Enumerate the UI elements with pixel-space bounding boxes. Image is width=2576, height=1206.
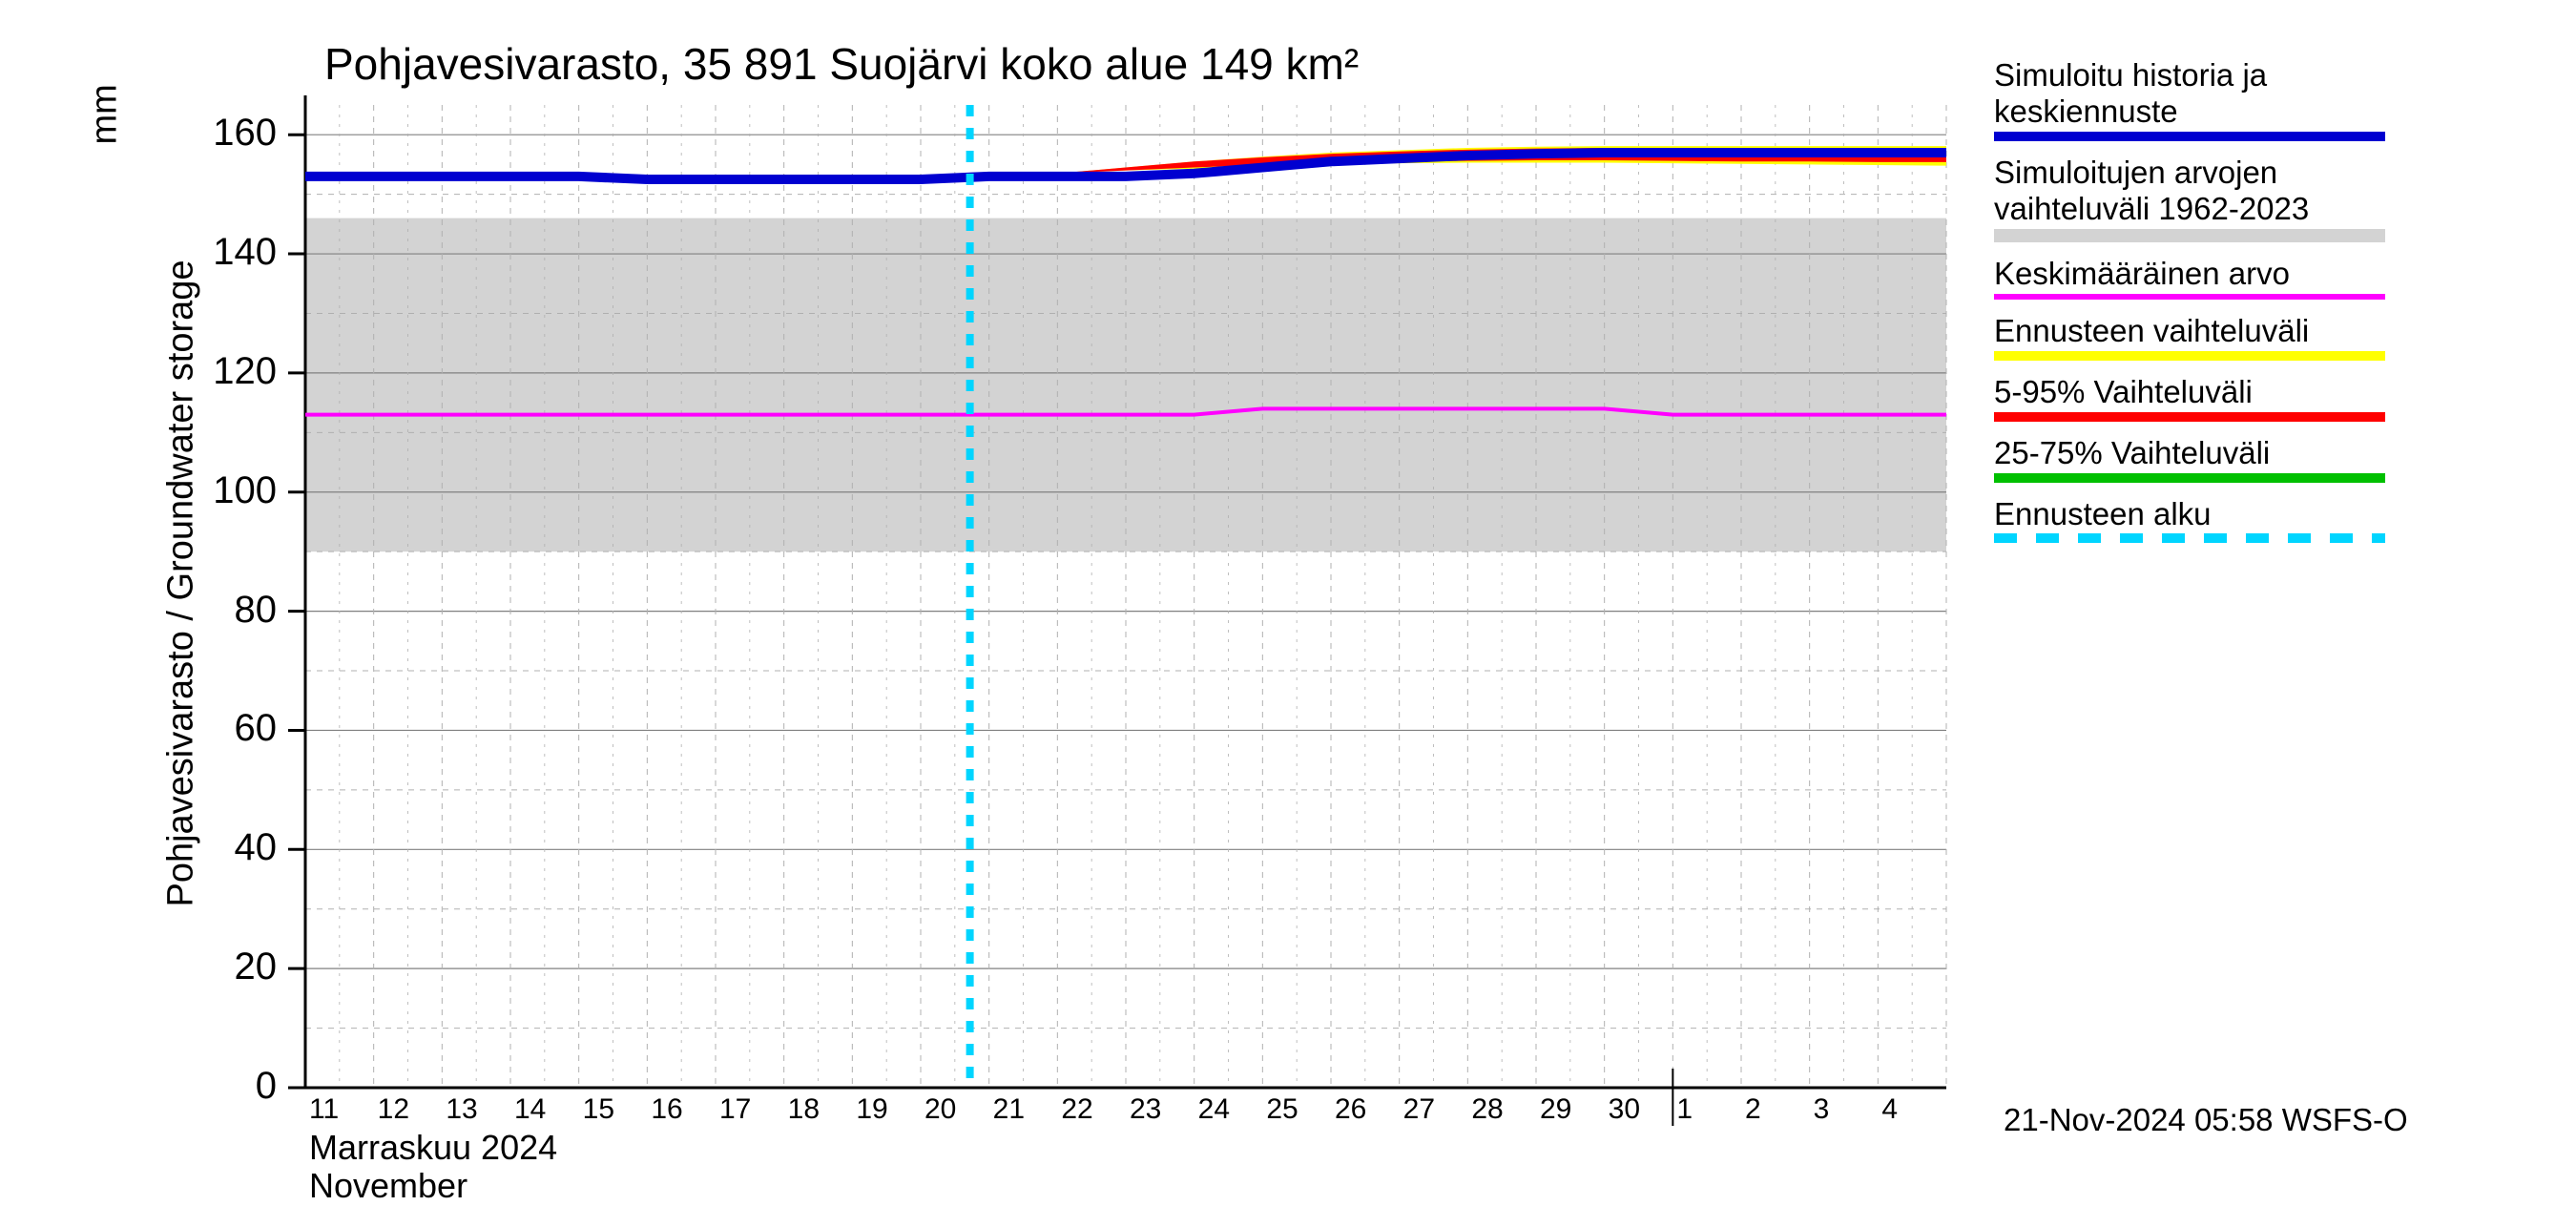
- x-tick-label: 1: [1676, 1093, 1693, 1126]
- x-tick-label: 23: [1130, 1093, 1161, 1126]
- x-tick-label: 13: [446, 1093, 477, 1126]
- y-tick-label: 40: [200, 826, 277, 869]
- x-tick-label: 26: [1335, 1093, 1366, 1126]
- footer-timestamp: 21-Nov-2024 05:58 WSFS-O: [2004, 1102, 2408, 1138]
- x-tick-label: 3: [1814, 1093, 1830, 1126]
- legend-label: Simuloitujen arvojen vaihteluväli 1962-2…: [1994, 155, 2385, 227]
- x-tick-label: 4: [1881, 1093, 1898, 1126]
- x-tick-label: 30: [1609, 1093, 1640, 1126]
- x-tick-label: 29: [1540, 1093, 1571, 1126]
- x-tick-label: 11: [309, 1093, 339, 1126]
- legend-label: Ennusteen alku: [1994, 496, 2385, 532]
- x-tick-label: 17: [719, 1093, 751, 1126]
- x-tick-label: 20: [924, 1093, 956, 1126]
- y-tick-label: 140: [200, 231, 277, 274]
- month-label-en: November: [309, 1166, 467, 1206]
- y-tick-label: 120: [200, 350, 277, 393]
- legend-entry: Simuloitujen arvojen vaihteluväli 1962-2…: [1994, 155, 2385, 242]
- x-tick-label: 25: [1266, 1093, 1298, 1126]
- legend-entry: 25-75% Vaihteluväli: [1994, 435, 2385, 483]
- legend-entry: Simuloitu historia ja keskiennuste: [1994, 57, 2385, 141]
- x-tick-label: 21: [993, 1093, 1025, 1126]
- x-tick-label: 19: [856, 1093, 887, 1126]
- legend-swatch: [1994, 533, 2385, 543]
- legend-label: 25-75% Vaihteluväli: [1994, 435, 2385, 471]
- x-tick-label: 16: [651, 1093, 682, 1126]
- y-tick-label: 80: [200, 589, 277, 632]
- y-tick-label: 0: [200, 1065, 277, 1108]
- x-tick-label: 18: [788, 1093, 820, 1126]
- legend-label: 5-95% Vaihteluväli: [1994, 374, 2385, 410]
- y-tick-label: 100: [200, 469, 277, 512]
- legend-swatch: [1994, 473, 2385, 483]
- month-label-fi: Marraskuu 2024: [309, 1128, 557, 1168]
- x-tick-label: 14: [514, 1093, 546, 1126]
- legend-label: Simuloitu historia ja keskiennuste: [1994, 57, 2385, 130]
- x-tick-label: 15: [583, 1093, 614, 1126]
- x-tick-label: 12: [378, 1093, 409, 1126]
- legend-entry: Keskimääräinen arvo: [1994, 256, 2385, 300]
- legend-swatch: [1994, 229, 2385, 242]
- legend-swatch: [1994, 412, 2385, 422]
- legend-swatch: [1994, 351, 2385, 361]
- legend-swatch: [1994, 132, 2385, 141]
- legend-label: Ennusteen vaihteluväli: [1994, 313, 2385, 349]
- legend-label: Keskimääräinen arvo: [1994, 256, 2385, 292]
- legend-entry: Ennusteen vaihteluväli: [1994, 313, 2385, 361]
- legend-entry: Ennusteen alku: [1994, 496, 2385, 544]
- y-tick-label: 160: [200, 112, 277, 155]
- x-tick-label: 22: [1061, 1093, 1092, 1126]
- x-tick-label: 2: [1745, 1093, 1761, 1126]
- x-tick-label: 24: [1198, 1093, 1230, 1126]
- legend: Simuloitu historia ja keskiennuste Simulo…: [1994, 57, 2385, 556]
- x-tick-label: 28: [1471, 1093, 1503, 1126]
- x-tick-label: 27: [1403, 1093, 1435, 1126]
- y-tick-label: 60: [200, 707, 277, 750]
- legend-entry: 5-95% Vaihteluväli: [1994, 374, 2385, 422]
- y-tick-label: 20: [200, 946, 277, 988]
- legend-swatch: [1994, 294, 2385, 300]
